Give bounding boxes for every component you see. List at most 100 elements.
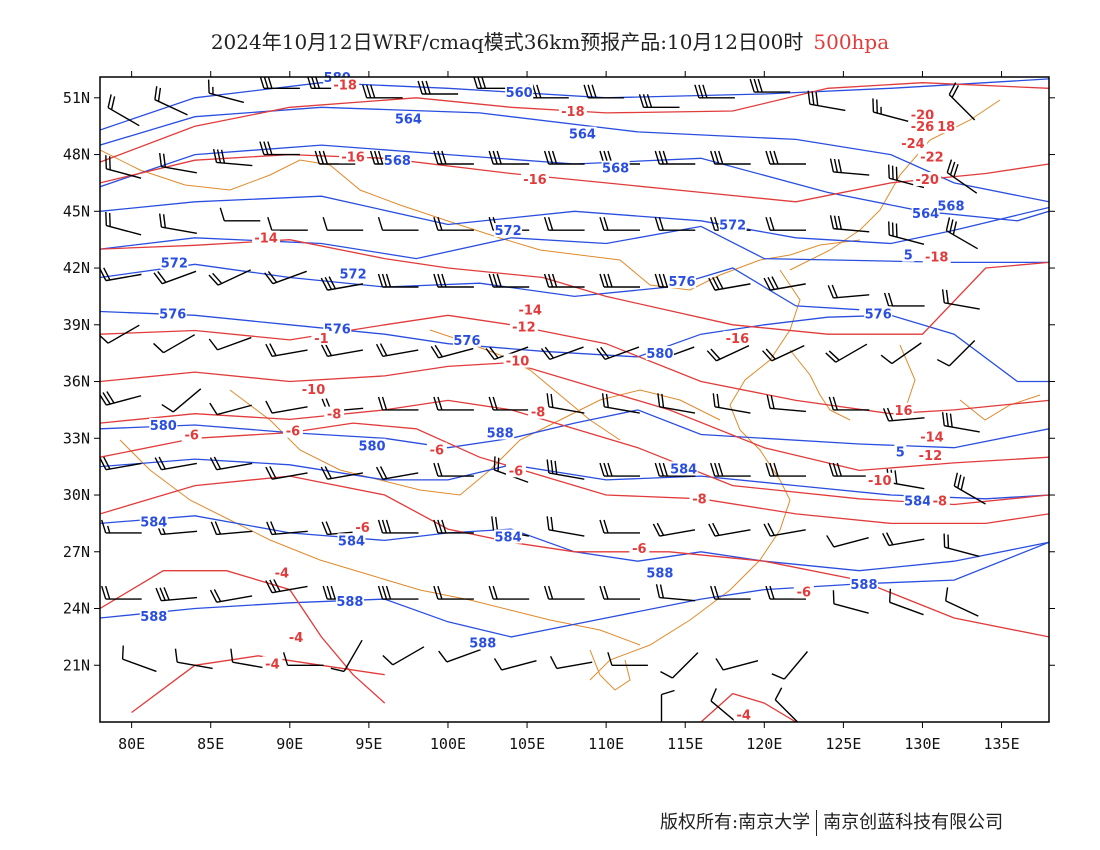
temperature-contour-label-bg xyxy=(629,540,650,555)
temperature-contour-label-bg xyxy=(929,493,950,508)
lat-label: 51N xyxy=(63,89,90,107)
lat-label: 27N xyxy=(63,543,90,561)
wind-barb xyxy=(433,150,474,165)
wind-barb xyxy=(712,393,751,414)
wind-barb xyxy=(941,289,980,310)
height-contour-label-bg xyxy=(452,332,481,347)
wind-barb xyxy=(154,86,188,116)
wind-barb xyxy=(265,578,308,594)
wind-barb xyxy=(708,276,751,291)
height-contour-label: 588 xyxy=(646,566,673,581)
wind-barb xyxy=(488,396,530,411)
height-contour-label-bg xyxy=(149,417,178,432)
height-contour-label-bg xyxy=(864,306,893,321)
coastline xyxy=(119,439,641,646)
wind-barb xyxy=(438,648,481,663)
wind-barb xyxy=(882,532,925,547)
height-contour-label-bg xyxy=(849,576,878,591)
temperature-contour-label: -18 xyxy=(925,251,949,266)
wind-barb xyxy=(654,150,696,165)
wind-barb xyxy=(948,82,976,121)
wind-barb xyxy=(282,652,324,666)
wind-barb xyxy=(528,84,569,99)
height-contour-label-bg xyxy=(339,266,368,281)
wind-barb xyxy=(100,456,142,471)
wind-barb xyxy=(657,393,696,414)
temperature-contour-label: -6 xyxy=(286,425,300,440)
wind-barb xyxy=(105,155,142,179)
wind-barb xyxy=(265,466,308,480)
temperature-contour-label-bg xyxy=(299,381,328,396)
wind-barb xyxy=(763,276,806,291)
wind-barb xyxy=(433,273,474,288)
temperature-contour-label: -10 xyxy=(868,474,892,489)
wind-barb xyxy=(601,393,640,414)
temperature-contour-label-bg xyxy=(311,330,332,345)
lon-label: 105E xyxy=(509,735,545,753)
height-contour-label-bg xyxy=(358,438,387,453)
temperature-contour-label-bg xyxy=(286,629,307,644)
height-contour-label-bg xyxy=(486,425,515,440)
wind-barb xyxy=(208,336,252,351)
height-contour-label-bg xyxy=(505,85,534,100)
wind-barb xyxy=(599,519,640,534)
coastline xyxy=(589,269,801,681)
height-contour-label-bg xyxy=(394,111,423,126)
height-contour-label: 5 xyxy=(896,445,905,460)
wind-barb xyxy=(375,466,419,480)
lat-label: 36N xyxy=(63,373,90,391)
height-contour-label-bg xyxy=(383,153,412,168)
lon-label: 130E xyxy=(904,735,940,753)
temperature-contour-label-bg xyxy=(426,442,447,457)
temperature-contour-label: -6 xyxy=(355,521,369,536)
temperature-contour xyxy=(100,361,1049,472)
wind-barb xyxy=(105,211,142,236)
height-contour-label-bg xyxy=(494,223,523,238)
wind-barb xyxy=(100,267,142,282)
temperature-contour-label-bg xyxy=(793,584,814,599)
wind-barb xyxy=(599,585,640,600)
temperature-contour-label-bg xyxy=(893,402,914,417)
temperature-contour-label-bg xyxy=(908,107,937,122)
wind-barb xyxy=(377,216,419,231)
height-contour xyxy=(100,195,1049,245)
height-contour-label-bg xyxy=(601,160,630,175)
wind-barb xyxy=(259,141,300,156)
wind-barb xyxy=(706,344,750,362)
lon-label: 125E xyxy=(825,735,861,753)
wind-barb xyxy=(540,346,584,361)
wind-barb xyxy=(943,533,980,558)
wind-barb xyxy=(599,462,640,477)
height-contour-label: 584 xyxy=(494,531,521,546)
wind-barb xyxy=(807,90,846,112)
wind-barb xyxy=(596,346,640,361)
wind-barb xyxy=(320,466,364,480)
wind-barb xyxy=(485,346,529,361)
coastline xyxy=(789,99,1001,271)
height-contour-label: 564 xyxy=(395,113,422,128)
wind-barb xyxy=(488,273,530,288)
height-contour-label: 576 xyxy=(453,334,480,349)
lat-label: 45N xyxy=(63,202,90,220)
map-frame xyxy=(99,76,1050,723)
coastline xyxy=(789,349,851,421)
temperature-contour-label-bg xyxy=(723,330,752,345)
temperature-contour-label: -8 xyxy=(692,493,706,508)
wind-barb xyxy=(154,456,197,471)
temperature-contour-label-bg xyxy=(181,427,202,442)
height-contour-label-bg xyxy=(160,255,189,270)
height-contour-label: 572 xyxy=(719,218,746,233)
wind-barb xyxy=(493,658,537,671)
wind-barb xyxy=(599,273,640,288)
height-contour-label: 564 xyxy=(912,207,939,222)
height-contour-label-bg xyxy=(936,198,965,213)
temperature-contour-label-bg xyxy=(922,249,951,264)
lat-label: 21N xyxy=(63,656,90,674)
height-label-layer: 5805605645645685685645685725725725725765… xyxy=(139,69,965,651)
wind-barb xyxy=(101,519,142,534)
wind-barb xyxy=(543,273,585,288)
wind-barb xyxy=(101,585,142,600)
lon-label: 120E xyxy=(746,735,782,753)
temperature-contour xyxy=(700,692,797,722)
height-contour-label-bg xyxy=(139,514,168,529)
